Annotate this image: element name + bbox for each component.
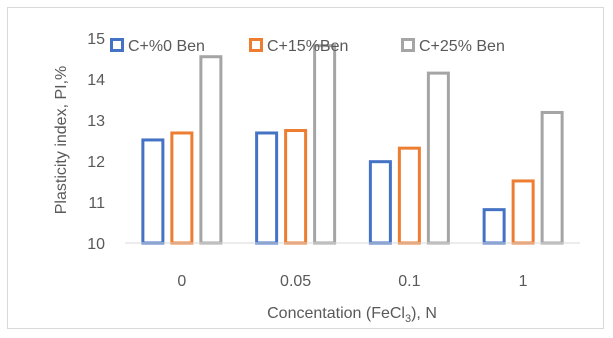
- bar-1-0_1: [368, 160, 392, 245]
- legend-label: C+15%Ben: [267, 38, 348, 55]
- bar-3-0: [199, 55, 223, 245]
- x-tick-label: 0.1: [398, 273, 420, 290]
- legend-label: C+%0 Ben: [128, 38, 205, 55]
- bar-2-0_1: [397, 146, 421, 245]
- y-tick-label: 15: [87, 31, 105, 48]
- y-tick-label: 11: [88, 195, 105, 212]
- y-tick-label: 14: [87, 72, 105, 89]
- bar-2-0: [170, 131, 194, 245]
- y-tick-label: 12: [87, 154, 105, 171]
- bar-3-0_05: [313, 44, 337, 245]
- bar-3-1: [540, 110, 564, 245]
- y-axis-ticks: 10 11 12 13 14 15: [87, 31, 105, 253]
- legend-label: C+25% Ben: [419, 38, 505, 55]
- bar-2-1: [511, 179, 535, 245]
- bar-2-0_05: [284, 129, 308, 245]
- legend-swatch: [401, 38, 415, 52]
- x-tick-label: 0: [177, 273, 186, 290]
- x-axis-title: Concentation (FeCl3), N: [267, 305, 437, 325]
- y-tick-label: 13: [87, 113, 105, 130]
- y-tick-label: 10: [87, 236, 105, 253]
- x-tick-label: 1: [519, 273, 528, 290]
- y-axis-title: Plasticity index, PI,%: [53, 66, 70, 215]
- bar-3-0_1: [426, 71, 450, 245]
- bar-1-1: [482, 208, 506, 245]
- x-axis-ticks: 0 0.05 0.1 1: [177, 273, 527, 290]
- x-axis-title-main: Concentation (FeCl: [267, 305, 405, 322]
- legend-swatch: [110, 38, 124, 52]
- legend-swatch: [249, 38, 263, 52]
- x-axis-title-tail: ), N: [411, 305, 437, 322]
- legend: C+%0 Ben C+15%Ben C+25% Ben: [110, 38, 505, 55]
- bar-1-0: [141, 138, 165, 245]
- x-axis-title-subscript: 3: [405, 313, 411, 325]
- bars: [141, 44, 564, 245]
- bar-1-0_05: [255, 131, 279, 245]
- x-tick-label: 0.05: [280, 273, 311, 290]
